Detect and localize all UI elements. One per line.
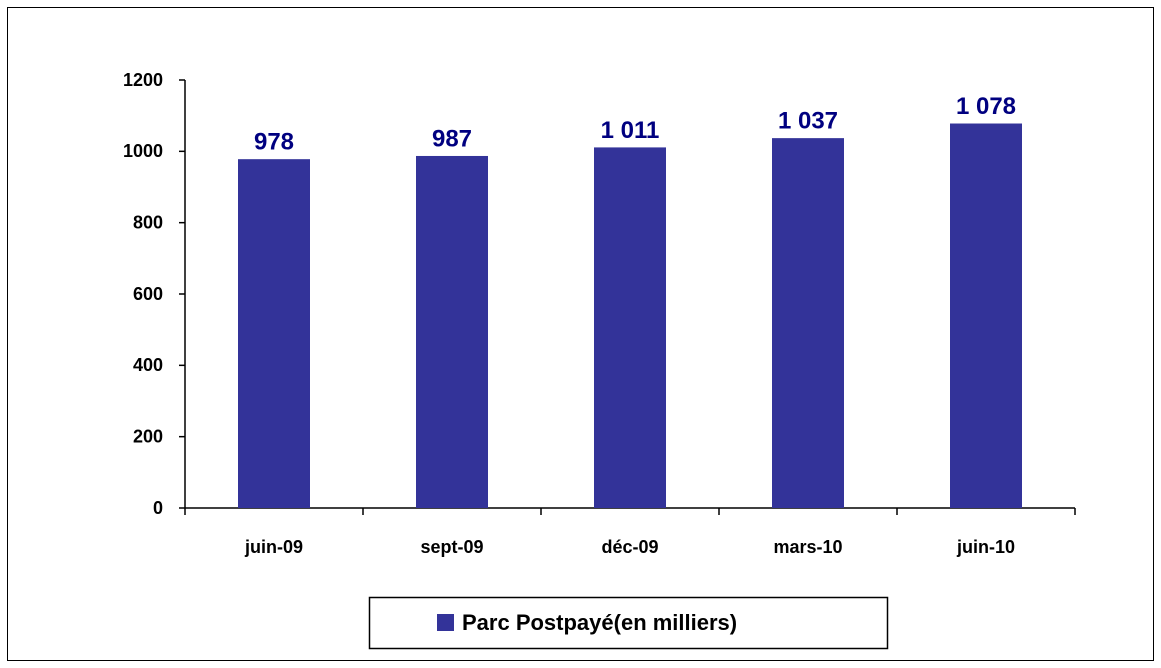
- legend-label: Parc Postpayé(en milliers): [462, 610, 737, 635]
- legend-box: [368, 596, 889, 650]
- x-tick-label: juin-10: [956, 537, 1015, 557]
- bar: [772, 138, 844, 509]
- y-tick-label: 200: [133, 426, 163, 446]
- bar: [950, 123, 1022, 508]
- y-tick-label: 0: [153, 498, 163, 518]
- x-tick-label: juin-09: [244, 537, 303, 557]
- value-label: 1 011: [601, 117, 660, 144]
- legend-swatch: [437, 614, 454, 631]
- value-label: 987: [432, 125, 472, 152]
- bar: [238, 159, 310, 508]
- x-tick-label: déc-09: [601, 537, 658, 557]
- x-tick-label: sept-09: [420, 537, 483, 557]
- x-tick-label: mars-10: [773, 537, 842, 557]
- value-label: 1 078: [956, 93, 1016, 120]
- y-tick-label: 400: [133, 355, 163, 375]
- value-label: 978: [254, 129, 294, 156]
- value-label: 1 037: [778, 107, 838, 134]
- y-tick-label: 600: [133, 284, 163, 304]
- bar: [594, 147, 666, 508]
- bar: [416, 155, 488, 508]
- y-tick-label: 800: [133, 212, 163, 232]
- y-tick-label: 1200: [123, 70, 163, 90]
- y-tick-label: 1000: [123, 141, 163, 161]
